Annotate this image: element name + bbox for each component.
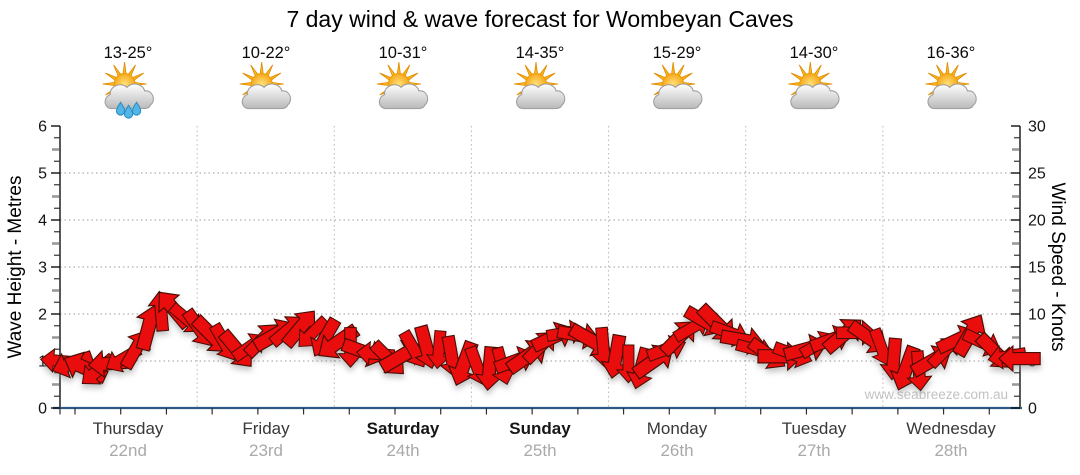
left-axis-title: Wave Height - Metres [5, 175, 26, 359]
weather-icon-sun-cloud-rain [102, 61, 154, 119]
svg-text:0: 0 [38, 401, 47, 418]
weather-icon-sun-cloud [513, 61, 566, 110]
day-name-1: Friday [242, 419, 290, 438]
temp-range-monday: 15-29° [652, 44, 702, 62]
right-axis-title: Wind Speed - Knots [1047, 182, 1068, 352]
day-name-4: Monday [646, 419, 708, 438]
day-date-2: 24th [386, 441, 420, 460]
day-name-2: Saturday [366, 419, 440, 438]
svg-text:25: 25 [1028, 166, 1046, 183]
day-name-3: Sunday [509, 419, 571, 438]
weather-icon-sun-cloud [376, 61, 429, 110]
day-date-5: 27th [797, 441, 831, 460]
weather-icon-sun-cloud [788, 61, 840, 110]
day-date-0: 22nd [109, 441, 147, 460]
svg-text:30: 30 [1028, 119, 1046, 136]
day-date-1: 23rd [248, 441, 284, 460]
weather-icon-sun-cloud [239, 61, 292, 110]
temp-range-sunday: 14-35° [515, 44, 565, 62]
svg-text:4: 4 [38, 213, 47, 230]
svg-text:0: 0 [1028, 401, 1037, 418]
svg-text:10: 10 [1028, 307, 1046, 324]
day-name-6: Wednesday [906, 419, 996, 438]
day-date-4: 26th [660, 441, 694, 460]
chart-title: 7 day wind & wave forecast for Wombeyan … [286, 6, 794, 32]
weather-icon-sun-cloud [651, 61, 703, 110]
temp-range-wednesday: 16-36° [926, 44, 976, 62]
svg-text:2: 2 [38, 307, 47, 324]
temp-range-friday: 10-22° [241, 44, 291, 62]
svg-text:15: 15 [1028, 260, 1046, 277]
wind-arrows [39, 290, 1041, 392]
svg-text:5: 5 [38, 166, 47, 183]
day-name-5: Tuesday [781, 419, 847, 438]
svg-text:20: 20 [1028, 213, 1046, 230]
svg-text:3: 3 [38, 260, 47, 277]
svg-text:6: 6 [38, 119, 47, 136]
temp-range-tuesday: 14-30° [789, 44, 839, 62]
watermark: www.seabreeze.com.au [864, 387, 1008, 402]
day-date-3: 25th [523, 441, 557, 460]
day-date-6: 28th [934, 441, 968, 460]
weather-icon-sun-cloud [925, 61, 977, 110]
temp-range-thursday: 13-25° [103, 44, 153, 62]
weather-icons [102, 61, 977, 119]
temp-range-saturday: 10-31° [378, 44, 428, 62]
day-name-0: Thursday [92, 419, 164, 438]
